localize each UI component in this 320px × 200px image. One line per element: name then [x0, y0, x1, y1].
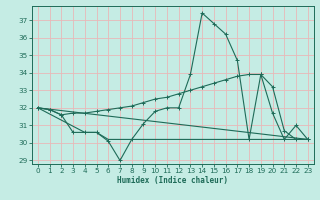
X-axis label: Humidex (Indice chaleur): Humidex (Indice chaleur): [117, 176, 228, 185]
